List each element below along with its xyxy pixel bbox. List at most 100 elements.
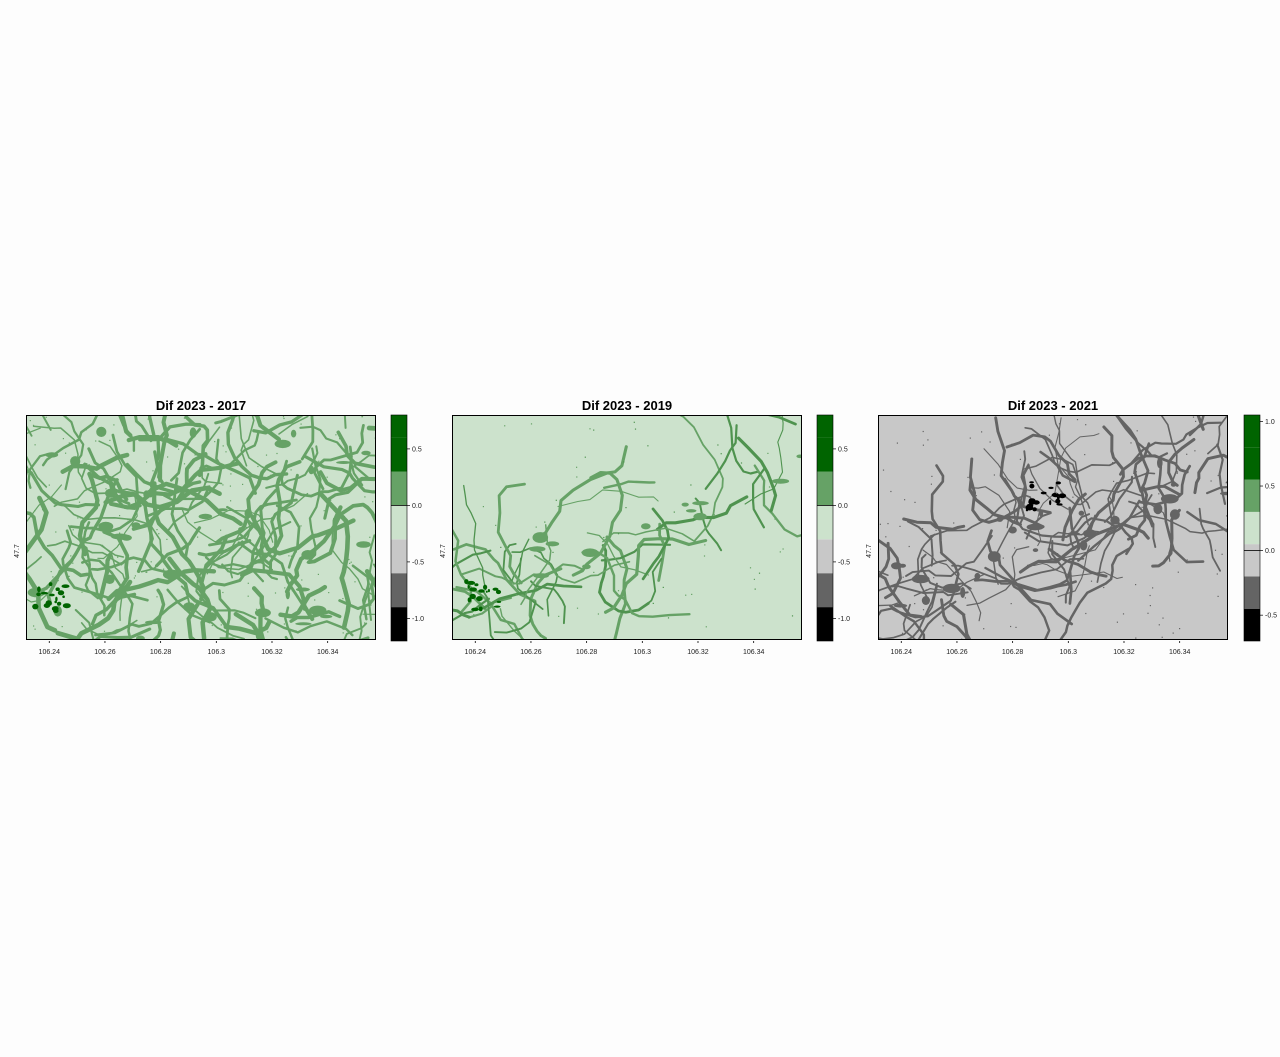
raster-speckle — [1010, 625, 1012, 628]
raster-dark-patch — [496, 600, 502, 603]
raster-speckle — [194, 454, 196, 456]
raster-dark-patch — [1040, 491, 1047, 495]
raster-speckle — [589, 428, 591, 430]
raster-patch — [308, 465, 315, 475]
raster-speckle — [652, 602, 654, 604]
raster-speckle — [544, 521, 546, 523]
raster-speckle — [1192, 416, 1195, 418]
raster-speckle — [1152, 587, 1154, 589]
raster-dark-patch — [469, 587, 477, 592]
raster-feature — [284, 606, 294, 639]
raster-speckle — [958, 568, 961, 570]
raster-speckle — [1030, 525, 1032, 527]
raster-speckle — [333, 524, 335, 526]
legend-swatch — [1244, 447, 1260, 480]
raster-patch — [254, 608, 271, 618]
raster-speckle — [495, 524, 497, 526]
raster-dark-patch — [51, 606, 59, 612]
raster-feature — [499, 608, 525, 639]
raster-speckle — [127, 519, 129, 521]
raster-speckle — [647, 445, 649, 447]
raster-map — [878, 415, 1228, 640]
raster-feature — [902, 517, 966, 531]
raster-speckle — [896, 442, 898, 444]
raster-feature — [94, 627, 152, 639]
raster-speckle — [753, 578, 755, 580]
raster-speckle — [593, 429, 595, 431]
raster-speckle — [350, 561, 352, 563]
raster-dark-patch — [478, 606, 483, 612]
raster-speckle — [935, 529, 937, 531]
raster-speckle — [300, 525, 302, 527]
raster-feature — [101, 544, 126, 622]
raster-speckle — [703, 555, 706, 557]
legend-swatch — [391, 415, 407, 438]
raster-dark-patch — [61, 584, 70, 588]
raster-speckle — [339, 438, 341, 440]
raster-patch — [545, 541, 560, 547]
raster-speckle — [1018, 497, 1021, 499]
raster-speckle — [230, 500, 232, 502]
raster-speckle — [330, 499, 332, 501]
raster-dark-patch — [55, 587, 60, 591]
raster-speckle — [225, 451, 227, 453]
raster-speckle — [338, 614, 340, 616]
raster-speckle — [169, 496, 171, 498]
raster-feature — [744, 416, 784, 505]
raster-patch — [893, 603, 908, 608]
raster-patch — [130, 503, 142, 508]
raster-speckle — [33, 625, 35, 627]
raster-feature — [300, 416, 315, 461]
raster-speckle — [160, 629, 162, 631]
raster-speckle — [535, 526, 537, 528]
raster-speckle — [90, 455, 93, 457]
raster-patch — [336, 461, 352, 464]
raster-dark-patch — [43, 603, 51, 608]
raster-feature — [1157, 465, 1205, 564]
raster-speckle — [79, 517, 81, 519]
raster-patch — [295, 587, 310, 592]
raster-feature — [736, 436, 778, 513]
raster-speckle — [1133, 472, 1135, 474]
raster-patch — [131, 522, 141, 529]
raster-speckle — [222, 591, 224, 594]
raster-speckle — [282, 416, 285, 418]
raster-speckle — [1068, 623, 1070, 625]
raster-speckle — [939, 551, 942, 553]
raster-feature — [46, 540, 123, 566]
raster-speckle — [48, 586, 50, 588]
raster-dark-patch — [476, 596, 483, 602]
raster-feature — [1158, 416, 1178, 489]
legend-swatch — [1244, 544, 1260, 577]
raster-speckle — [113, 424, 115, 426]
raster-speckle — [72, 562, 74, 564]
raster-dark-patch — [40, 591, 49, 595]
raster-speckle — [964, 597, 966, 599]
raster-dark-patch — [62, 595, 65, 598]
raster-speckle — [1141, 506, 1143, 508]
x-tick-label: 106.32 — [687, 649, 709, 656]
raster-feature — [27, 455, 48, 488]
raster-feature — [726, 416, 759, 475]
raster-dark-patch — [1056, 503, 1063, 506]
raster-feature — [460, 563, 585, 585]
raster-speckle — [1055, 591, 1057, 593]
raster-feature — [80, 463, 179, 495]
raster-speckle — [62, 438, 64, 440]
raster-canvas — [453, 416, 801, 639]
x-tick-label: 106.24 — [891, 649, 913, 656]
raster-dark-patch — [483, 584, 488, 590]
raster-speckle — [922, 609, 925, 611]
raster-dark-patch — [1058, 493, 1067, 499]
raster-patch — [309, 605, 327, 616]
raster-speckle — [504, 425, 506, 427]
raster-speckle — [1149, 605, 1151, 607]
color-legend: 1.0 0.5 0.0 -0.5 — [1243, 414, 1277, 642]
raster-speckle — [617, 590, 620, 592]
raster-speckle — [576, 466, 578, 468]
raster-speckle — [603, 536, 605, 539]
raster-speckle — [173, 565, 175, 567]
raster-feature — [940, 598, 969, 639]
raster-feature — [1038, 495, 1115, 563]
